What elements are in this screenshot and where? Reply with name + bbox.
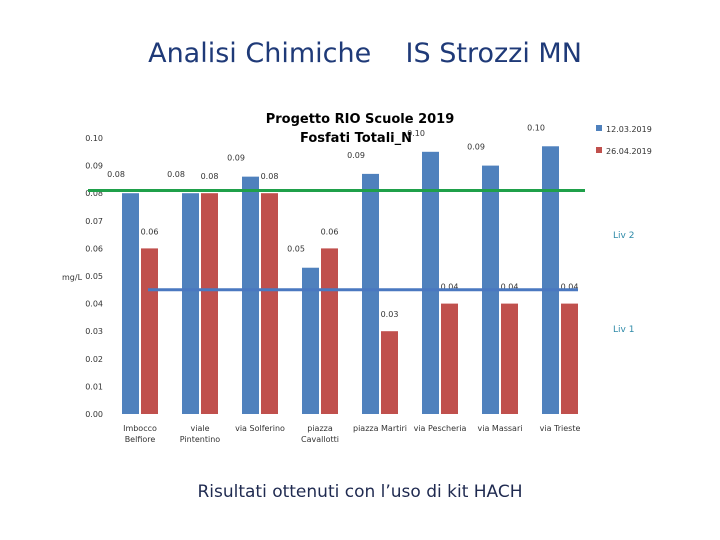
data-label: 0.03	[381, 310, 399, 319]
y-tick-label: 0.06	[85, 244, 103, 253]
data-label: 0.04	[501, 283, 519, 292]
bar-1	[182, 193, 199, 414]
legend-swatch	[596, 147, 602, 153]
slide-title: Analisi Chimiche IS Strozzi MN	[148, 38, 582, 69]
bar-1	[362, 173, 379, 414]
bar-2	[141, 248, 158, 414]
data-label: 0.09	[347, 151, 365, 160]
bar-2	[441, 303, 458, 414]
category-label: via Massari	[478, 424, 523, 433]
y-tick-label: 0.09	[85, 162, 103, 171]
category-label: Belfiore	[125, 435, 156, 444]
y-tick-label: 0.07	[85, 217, 103, 226]
data-label: 0.10	[527, 123, 545, 132]
category-label: via Trieste	[540, 424, 581, 433]
data-label: 0.08	[261, 172, 279, 181]
category-label: via Pescheria	[414, 424, 467, 433]
legend-swatch	[596, 125, 602, 131]
y-tick-label: 0.04	[85, 300, 103, 309]
bar-2	[321, 248, 338, 414]
bar-2	[561, 303, 578, 414]
y-tick-label: 0.10	[85, 134, 103, 143]
bar-1	[122, 193, 139, 414]
threshold-label: Liv 2	[613, 231, 634, 241]
category-label: viale	[190, 424, 209, 433]
y-tick-label: 0.00	[85, 410, 103, 419]
data-label: 0.06	[141, 227, 159, 236]
data-label: 0.10	[407, 129, 425, 138]
category-label: piazza Martiri	[353, 424, 407, 433]
bar-2	[381, 331, 398, 414]
chart-title-line1: Progetto RIO Scuole 2019	[266, 112, 455, 127]
data-label: 0.04	[441, 283, 459, 292]
y-tick-label: 0.03	[85, 327, 103, 336]
bar-2	[201, 193, 218, 414]
category-label: Pintentino	[180, 435, 221, 444]
category-label: piazza	[307, 424, 333, 433]
y-tick-label: 0.08	[85, 189, 103, 198]
bar-2	[501, 303, 518, 414]
threshold-label: Liv 1	[613, 325, 634, 335]
category-label: Imbocco	[123, 424, 157, 433]
legend-label: 12.03.2019	[606, 125, 652, 134]
bar-1	[422, 151, 439, 415]
y-tick-label: 0.05	[85, 272, 103, 281]
data-label: 0.08	[201, 172, 219, 181]
bar-2	[261, 193, 278, 414]
y-axis-label: mg/L	[62, 273, 83, 282]
data-label: 0.06	[321, 227, 339, 236]
data-label: 0.09	[227, 154, 245, 163]
y-tick-label: 0.02	[85, 355, 103, 364]
category-label: via Solferino	[235, 424, 285, 433]
legend-label: 26.04.2019	[606, 147, 652, 156]
data-label: 0.08	[167, 170, 185, 179]
footer-note: Risultati ottenuti con l’uso di kit HACH	[197, 482, 523, 502]
bar-1	[302, 267, 319, 414]
chart-title-line2: Fosfati Totali_N	[300, 131, 412, 146]
y-tick-label: 0.01	[85, 382, 103, 391]
data-label: 0.04	[561, 283, 579, 292]
category-label: Cavallotti	[301, 435, 339, 444]
data-label: 0.05	[287, 245, 305, 254]
data-label: 0.08	[107, 170, 125, 179]
data-label: 0.09	[467, 143, 485, 152]
bar-1	[542, 146, 559, 414]
bar-1	[242, 176, 259, 414]
